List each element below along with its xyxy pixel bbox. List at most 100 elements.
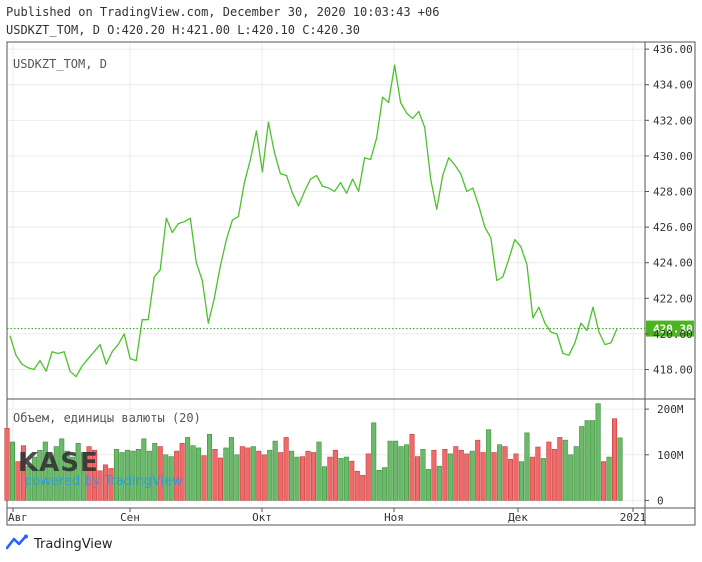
volume-bar xyxy=(447,453,453,501)
price-tick-label: 428.00 xyxy=(653,186,693,199)
volume-bar xyxy=(108,468,114,501)
time-tick-label: Сен xyxy=(120,511,140,524)
volume-bar xyxy=(196,447,202,501)
volume-bar xyxy=(190,445,196,501)
volume-bar xyxy=(75,443,81,501)
volume-bar xyxy=(601,461,607,501)
volume-bar xyxy=(294,456,300,501)
time-tick-label: 2021 xyxy=(620,511,647,524)
volume-bar xyxy=(518,461,525,501)
volume-bar xyxy=(245,447,251,501)
time-tick-label: Дек xyxy=(508,511,528,524)
volume-bar xyxy=(53,446,59,501)
volume-bar xyxy=(562,439,568,501)
volume-bar xyxy=(201,455,207,501)
volume-bar xyxy=(239,446,245,501)
volume-bar xyxy=(81,452,87,501)
volume-bar xyxy=(365,453,371,501)
volume-bar xyxy=(568,454,574,501)
last-price-badge xyxy=(646,320,694,337)
price-tick-label: 424.00 xyxy=(653,257,693,270)
volume-bar xyxy=(606,456,612,501)
volume-bar xyxy=(507,459,514,501)
price-tick-label: 420.00 xyxy=(653,328,693,341)
volume-bar xyxy=(590,420,596,501)
volume-bar xyxy=(524,432,530,501)
ohlc-line: USDKZT_TOM, D O:420.20 H:421.00 L:420.10… xyxy=(6,23,361,37)
volume-bar xyxy=(135,449,141,501)
volume-bar xyxy=(546,441,552,501)
volume-bar xyxy=(453,446,459,501)
volume-bar xyxy=(535,446,541,501)
tradingview-brand-label: TradingView xyxy=(34,536,113,552)
volume-bar xyxy=(420,449,426,501)
volume-bar xyxy=(168,456,174,501)
published-line: Published on TradingView.com, December 3… xyxy=(6,5,440,19)
volume-bar xyxy=(163,454,169,501)
volume-bar xyxy=(283,437,289,501)
volume-bar xyxy=(20,445,26,501)
volume-bar xyxy=(584,420,590,501)
price-tick-label: 422.00 xyxy=(653,292,693,305)
volume-bar xyxy=(398,446,404,501)
volume-bar xyxy=(228,437,234,501)
volume-bar xyxy=(431,449,437,501)
volume-bar xyxy=(502,446,508,501)
volume-bar xyxy=(119,452,125,501)
volume-bar xyxy=(206,433,213,501)
volume-bar xyxy=(305,450,311,501)
volume-bar xyxy=(595,403,601,501)
price-tick-label: 430.00 xyxy=(653,150,693,163)
volume-bar xyxy=(349,460,355,501)
volume-tick-label: 0 xyxy=(657,494,664,507)
volume-pane-title: Объем, единицы валюты (20) xyxy=(13,411,201,425)
volume-bar xyxy=(327,456,333,501)
volume-bar xyxy=(354,470,360,501)
volume-bar xyxy=(371,422,377,501)
volume-bar xyxy=(223,447,229,501)
volume-bar xyxy=(491,452,497,501)
volume-bar xyxy=(343,456,349,501)
volume-bar xyxy=(113,449,120,501)
volume-bar xyxy=(480,452,486,501)
volume-bar xyxy=(267,449,273,501)
volume-bar xyxy=(382,467,388,501)
volume-bar xyxy=(513,453,519,501)
volume-bar xyxy=(414,456,421,501)
volume-bar xyxy=(31,456,37,501)
volume-bar xyxy=(212,449,218,501)
volume-bar xyxy=(436,465,442,501)
volume-bar xyxy=(300,456,306,501)
volume-bar xyxy=(146,450,152,501)
chart-frame xyxy=(6,41,696,526)
price-tick-label: 418.00 xyxy=(653,364,693,377)
volume-bar xyxy=(529,456,535,501)
kase-powered-text: powered by TradingView xyxy=(24,474,183,489)
time-tick-label: Окт xyxy=(252,511,272,524)
volume-bar xyxy=(425,469,431,501)
volume-bar xyxy=(92,449,98,501)
volume-bar xyxy=(64,450,70,501)
volume-bar xyxy=(611,418,618,501)
symbol-pane-title: USDKZT_TOM, D xyxy=(13,57,107,71)
volume-bar xyxy=(130,450,136,501)
volume-bar xyxy=(475,439,481,501)
volume-tick-label: 100M xyxy=(657,449,684,462)
volume-tick-label: 200M xyxy=(657,403,684,416)
volume-bar xyxy=(316,441,322,501)
tradingview-brand[interactable]: TradingView xyxy=(5,534,113,554)
volume-bar xyxy=(48,456,54,501)
volume-bar xyxy=(497,444,503,501)
volume-bar xyxy=(469,450,475,501)
last-price-label: 420.30 xyxy=(653,323,693,336)
volume-bar xyxy=(404,444,410,501)
volume-bar xyxy=(185,437,191,501)
volume-bar xyxy=(141,438,147,501)
volume-bar xyxy=(540,458,546,501)
volume-bar xyxy=(321,466,327,501)
volume-bar xyxy=(332,449,338,501)
volume-bar xyxy=(458,449,464,501)
volume-bar xyxy=(250,446,256,501)
time-tick-label: Ноя xyxy=(384,511,404,524)
